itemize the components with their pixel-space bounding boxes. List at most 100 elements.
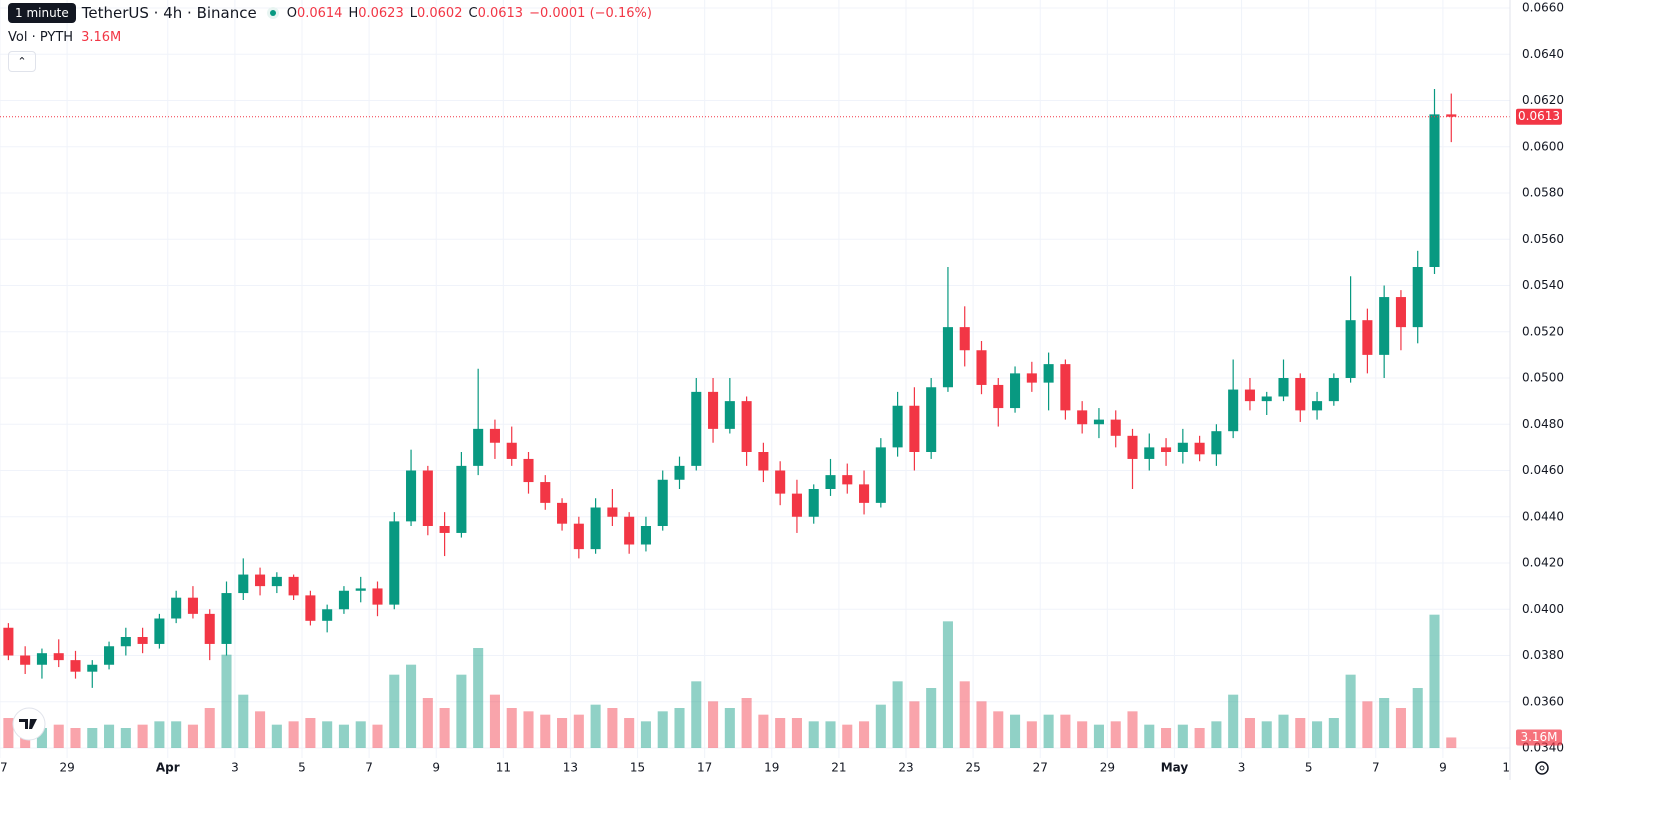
candle-body xyxy=(489,428,500,443)
volume-bar xyxy=(1026,721,1037,748)
volume-bar xyxy=(120,728,131,748)
ohlc-value: 0.0614 xyxy=(296,5,343,21)
candle-body xyxy=(1093,419,1104,425)
x-tick-label: 25 xyxy=(965,761,980,775)
volume-bar xyxy=(724,708,735,748)
volume-bar xyxy=(540,714,551,748)
volume-bar xyxy=(1312,721,1323,748)
volume-bar xyxy=(1278,714,1289,748)
symbol[interactable]: TetherUS · 4h · Binance xyxy=(81,4,257,22)
volume-bar xyxy=(1077,721,1088,748)
candle-body xyxy=(355,588,366,591)
candle-body xyxy=(1362,320,1373,355)
candle-body xyxy=(271,576,282,587)
candle-body xyxy=(959,327,970,351)
candle-body xyxy=(473,428,484,466)
candle-body xyxy=(506,442,517,459)
candle-body xyxy=(1244,389,1255,402)
x-tick-label: 21 xyxy=(831,761,846,775)
volume-bar xyxy=(1144,724,1155,748)
candle-body xyxy=(154,618,165,644)
candle-body xyxy=(1161,447,1172,452)
candle-body xyxy=(926,387,937,452)
volume-bar xyxy=(791,718,802,748)
grid: 2729Apr357911131517192123252729May357911 xyxy=(0,0,1518,775)
collapse-button[interactable]: ⌃ xyxy=(8,51,36,72)
volume-bar xyxy=(640,721,651,748)
y-tick-label: 0.0400 xyxy=(1522,602,1564,616)
volume-bar xyxy=(892,681,903,748)
candle-body xyxy=(221,593,232,644)
candle-body xyxy=(3,627,14,656)
candle-layer xyxy=(0,88,1510,688)
ohlc-value: 0.0613 xyxy=(477,5,524,21)
volume-bar xyxy=(741,698,752,748)
candle-body xyxy=(70,660,81,672)
x-tick-label: 5 xyxy=(1305,761,1313,775)
x-tick-label: 17 xyxy=(697,761,712,775)
gear[interactable] xyxy=(1535,761,1549,775)
volume-bar xyxy=(573,714,584,748)
volume-bar xyxy=(489,694,500,748)
axes: 0.03400.03600.03800.04000.04200.04400.04… xyxy=(1509,0,1678,780)
volume-bar xyxy=(238,694,249,748)
price-tag-label: 0.0613 xyxy=(1518,109,1560,123)
candle-body xyxy=(1026,373,1037,383)
x-tick-label: 5 xyxy=(298,761,306,775)
x-tick-label: Apr xyxy=(156,761,180,775)
candle-body xyxy=(1077,410,1088,425)
volume-bar xyxy=(137,724,148,748)
x-tick-label: 27 xyxy=(1033,761,1048,775)
volume-bar xyxy=(1194,728,1205,748)
candle-body xyxy=(540,482,551,503)
ohlc-label: O xyxy=(286,5,297,21)
gear-hub[interactable] xyxy=(1539,765,1545,771)
volume-bar xyxy=(171,721,182,748)
candle-body xyxy=(1412,267,1423,328)
candle-body xyxy=(942,327,953,388)
volume-bar xyxy=(87,728,98,748)
ohlc-value: 0.0623 xyxy=(358,5,404,21)
logo-glyph xyxy=(19,719,37,729)
y-tick-label: 0.0600 xyxy=(1522,139,1564,153)
candle-body xyxy=(808,489,819,517)
volume-bar xyxy=(1395,708,1406,748)
volume-bar xyxy=(657,711,668,748)
candle-body xyxy=(657,479,668,526)
volume-tag xyxy=(1516,729,1562,746)
volume-bar xyxy=(456,674,467,748)
candle-body xyxy=(724,401,735,429)
volume-bar xyxy=(255,711,266,748)
volume-bar xyxy=(875,704,886,748)
candle-body xyxy=(1379,297,1390,355)
candle-body xyxy=(1211,431,1222,455)
volume-bar xyxy=(942,621,953,748)
candle-body xyxy=(825,475,836,489)
candle-body xyxy=(87,664,98,672)
volume-bar xyxy=(1043,714,1054,748)
volume-bar xyxy=(406,664,417,748)
volume-bar xyxy=(1211,721,1222,748)
volume-bar xyxy=(909,701,920,748)
candle-body xyxy=(1177,442,1188,452)
y-tick-label: 0.0540 xyxy=(1522,278,1564,292)
volume-bar xyxy=(557,718,568,748)
volume-bar xyxy=(1060,714,1071,748)
y-tick-label: 0.0380 xyxy=(1522,648,1564,662)
candle-body xyxy=(1429,114,1440,267)
y-tick-label: 0.0640 xyxy=(1522,47,1564,61)
candle-body xyxy=(590,507,601,550)
y-tick-label: 0.0440 xyxy=(1522,509,1564,523)
ohlc-label: C xyxy=(468,5,478,21)
candle-body xyxy=(674,465,685,480)
volume-bar xyxy=(1429,614,1440,748)
candle-body xyxy=(859,484,870,503)
volume-bar xyxy=(1345,674,1356,748)
settings-icon[interactable] xyxy=(1535,761,1549,775)
price-tag xyxy=(1516,108,1562,125)
candle-body xyxy=(204,613,215,644)
x-tick-label: 7 xyxy=(1372,761,1380,775)
candle-body xyxy=(1261,396,1272,402)
x-tick-label: 19 xyxy=(764,761,779,775)
volume-bar xyxy=(993,711,1004,748)
